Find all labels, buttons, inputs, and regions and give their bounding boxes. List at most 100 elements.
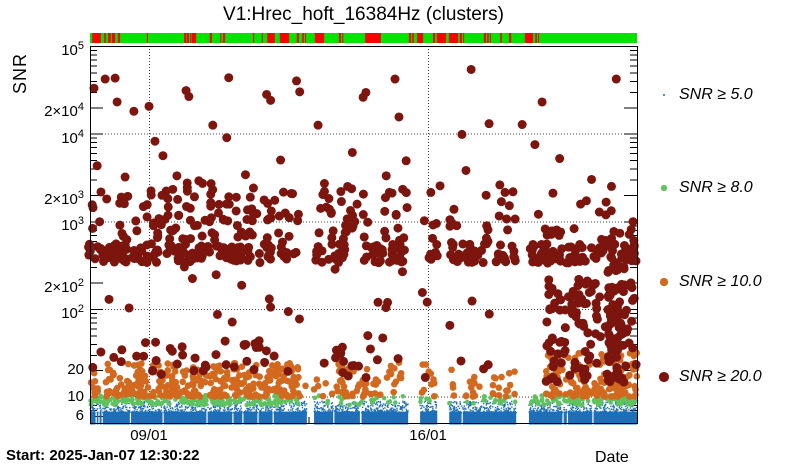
data-point (121, 403, 123, 405)
data-point (376, 402, 378, 404)
status-strip-off-segment (489, 33, 491, 43)
data-point (303, 409, 305, 411)
data-point (366, 411, 369, 413)
data-point (364, 400, 366, 403)
data-point (248, 400, 251, 403)
data-point (142, 407, 145, 410)
data-point (472, 409, 474, 412)
data-point (347, 408, 349, 410)
data-point (173, 194, 183, 204)
data-point (222, 409, 225, 411)
data-point (290, 375, 297, 383)
data-point (181, 406, 183, 408)
data-point (504, 201, 514, 211)
data-point (583, 392, 591, 400)
data-point (205, 409, 208, 411)
data-point (220, 391, 228, 399)
data-point (148, 365, 158, 375)
data-point (211, 270, 221, 280)
data-point (172, 412, 175, 414)
data-point (231, 408, 233, 410)
data-point (278, 410, 280, 413)
status-strip-off-segment (365, 33, 382, 43)
data-point (175, 410, 177, 413)
data-point (191, 407, 194, 410)
data-point (105, 409, 108, 412)
status-strip-off-segment (209, 33, 212, 43)
data-point (489, 401, 492, 404)
data-point (463, 401, 465, 404)
data-point (283, 307, 293, 317)
data-point (327, 412, 329, 414)
data-point (610, 408, 613, 410)
data-point (140, 408, 142, 410)
data-point (148, 221, 158, 231)
data-point (203, 392, 208, 398)
data-point (585, 398, 591, 404)
data-point (375, 411, 377, 413)
data-point (390, 411, 392, 413)
data-point (198, 412, 200, 414)
data-point (407, 403, 409, 406)
data-point (378, 406, 381, 408)
data-point (228, 406, 230, 408)
data-point (608, 411, 611, 414)
data-point (260, 410, 262, 412)
data-point (418, 389, 426, 396)
data-point (530, 410, 532, 412)
data-point (116, 357, 126, 367)
data-point (467, 403, 470, 406)
data-point (131, 390, 138, 397)
data-point (589, 412, 591, 414)
data-point (537, 407, 539, 409)
data-point (511, 400, 513, 403)
data-point (494, 411, 497, 413)
data-point (277, 237, 287, 247)
data-point (423, 406, 425, 408)
status-strip-off-segment (537, 33, 540, 43)
data-point (302, 402, 304, 404)
data-point (119, 412, 121, 414)
data-point (322, 408, 324, 410)
data-point (534, 407, 536, 410)
data-point (91, 406, 93, 409)
data-point (628, 409, 630, 411)
snr5-solid-band (96, 411, 99, 425)
data-point (573, 406, 575, 409)
data-point (223, 407, 226, 409)
status-strip-off-segment (412, 33, 414, 43)
legend-marker-dot-icon (660, 278, 668, 286)
data-point (339, 389, 346, 397)
data-point (458, 410, 460, 413)
data-point (273, 411, 275, 414)
data-point (434, 401, 436, 403)
data-point (464, 399, 470, 405)
data-point (503, 408, 505, 411)
data-point (575, 410, 578, 412)
data-point (632, 405, 634, 407)
data-point (595, 292, 605, 302)
data-point (543, 406, 545, 408)
y-tick-label: 20 (67, 361, 84, 379)
data-point (565, 408, 568, 411)
data-point (428, 381, 435, 388)
data-point (560, 323, 570, 333)
data-point (565, 411, 567, 414)
status-strip (90, 33, 637, 43)
status-strip-off-segment (267, 33, 275, 43)
data-point (377, 407, 379, 409)
data-point (354, 404, 357, 407)
data-point (383, 410, 386, 412)
data-point (231, 206, 241, 216)
data-point (136, 409, 138, 411)
data-point (384, 404, 386, 407)
data-point (633, 408, 635, 410)
data-point (173, 410, 175, 413)
data-point (153, 411, 155, 413)
data-point (507, 404, 509, 406)
data-point (508, 402, 511, 404)
snr5-solid-band (593, 411, 637, 425)
data-point (382, 403, 385, 405)
data-point (192, 409, 194, 411)
data-point (424, 408, 427, 410)
